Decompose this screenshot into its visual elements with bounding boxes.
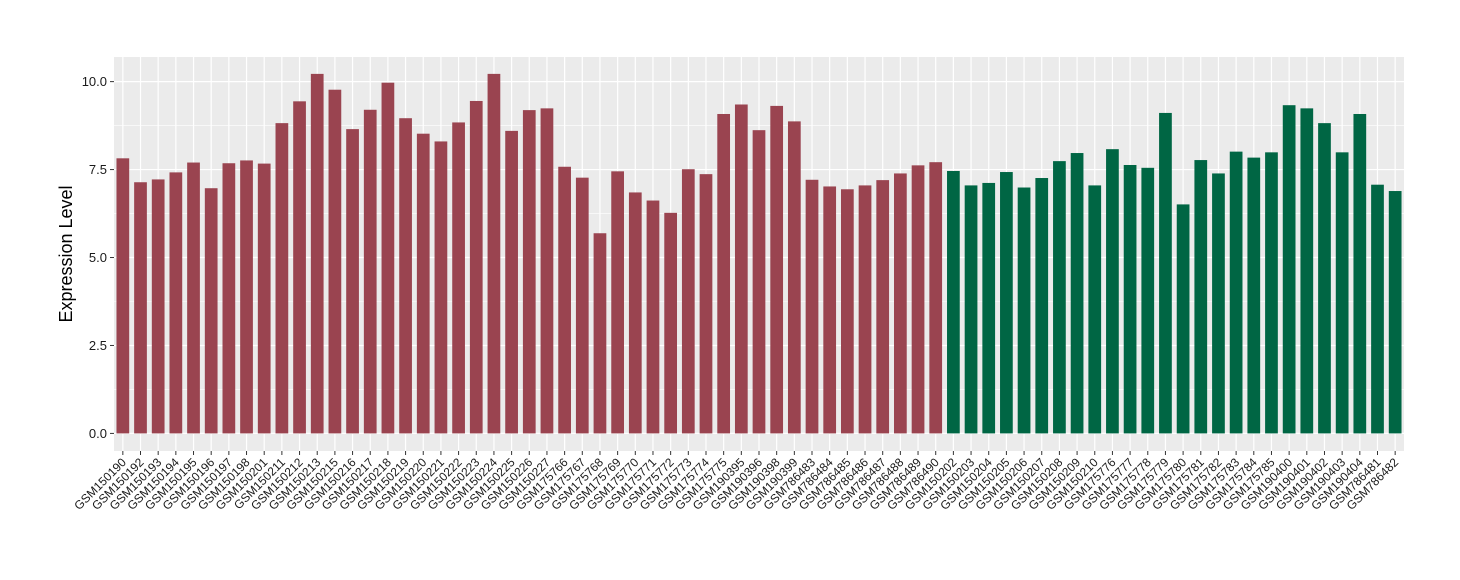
bar-GSM150218 [381,82,395,434]
bar-GSM150206 [1017,187,1031,434]
bar-GSM175775 [717,113,731,434]
bar-GSM190401 [1300,108,1314,434]
bar-GSM190402 [1318,123,1331,434]
bar-GSM150202 [947,170,960,434]
bar-GSM150192 [134,182,147,434]
bar-GSM150217 [363,109,377,434]
bar-GSM175781 [1194,160,1208,434]
bar-GSM150193 [151,179,165,434]
bar-GSM786483 [805,179,819,434]
bar-GSM190404 [1353,113,1367,434]
bar-GSM175766 [558,166,571,434]
bar-GSM786488 [894,173,907,434]
bar-GSM175783 [1229,151,1243,434]
bar-GSM190398 [770,105,784,434]
bar-GSM150211 [275,123,289,434]
bar-GSM150225 [505,130,518,434]
bar-GSM175777 [1123,164,1137,434]
bar-GSM175782 [1212,173,1225,434]
bar-GSM190399 [787,121,801,434]
bar-GSM150203 [964,185,978,434]
bars [116,73,1402,434]
bar-GSM150190 [116,158,130,434]
bar-GSM150207 [1035,178,1049,434]
bar-GSM150219 [399,118,412,434]
bar-GSM150198 [240,160,253,434]
bar-GSM150197 [222,163,236,434]
bar-GSM150194 [169,172,183,434]
bar-GSM150221 [434,141,448,434]
bar-GSM175785 [1265,152,1278,434]
bar-GSM150201 [257,163,271,434]
bar-GSM175771 [646,200,660,434]
bar-GSM786486 [858,185,872,434]
bar-GSM175768 [593,233,607,434]
bar-GSM175784 [1247,157,1261,434]
bar-GSM150227 [540,108,554,434]
bar-GSM150220 [416,133,430,434]
bar-GSM150204 [982,182,996,434]
bar-GSM175769 [611,171,624,434]
y-tick-label: 2.5 [89,338,107,353]
x-axis: GSM150190GSM150192GSM150193GSM150194GSM1… [71,451,1402,513]
bar-GSM786487 [876,180,890,434]
bar-GSM175779 [1159,112,1172,434]
bar-GSM150196 [204,188,218,434]
bar-GSM786481 [1371,184,1384,434]
bar-GSM150210 [1088,185,1102,434]
bar-GSM190400 [1282,105,1296,434]
bar-GSM175767 [575,177,589,434]
bar-GSM150222 [452,122,465,434]
bar-GSM175773 [681,169,695,434]
bar-GSM786489 [911,165,925,434]
bar-GSM150205 [1000,172,1013,434]
y-axis-title: Expression Level [56,185,76,322]
bar-GSM150209 [1070,153,1084,434]
bar-GSM175776 [1106,149,1119,434]
y-tick-label: 10.0 [82,74,107,89]
bar-GSM150212 [293,101,306,434]
y-tick-label: 0.0 [89,426,107,441]
bar-GSM190403 [1335,152,1349,434]
bar-GSM175774 [699,174,713,434]
bar-GSM190395 [734,104,748,434]
bar-GSM786490 [929,162,943,434]
bar-GSM150216 [346,129,359,434]
bar-GSM175772 [664,212,678,434]
bar-GSM786482 [1388,191,1402,434]
bar-GSM175778 [1141,167,1155,434]
bar-GSM150224 [487,73,501,434]
bar-GSM175770 [628,192,642,434]
bar-GSM150226 [522,110,536,434]
bar-GSM150213 [310,73,324,434]
bar-GSM786485 [840,189,854,434]
bar-GSM150195 [187,162,200,434]
y-tick-label: 5.0 [89,250,107,265]
bar-GSM175780 [1176,204,1190,434]
bar-GSM190396 [752,130,766,434]
bar-GSM150215 [328,89,342,434]
bar-GSM150208 [1053,161,1066,434]
bar-GSM150223 [469,100,483,434]
y-axis: 0.0 2.5 5.0 7.5 10.0 [82,74,114,441]
y-tick-label: 7.5 [89,162,107,177]
bar-GSM786484 [823,186,837,434]
